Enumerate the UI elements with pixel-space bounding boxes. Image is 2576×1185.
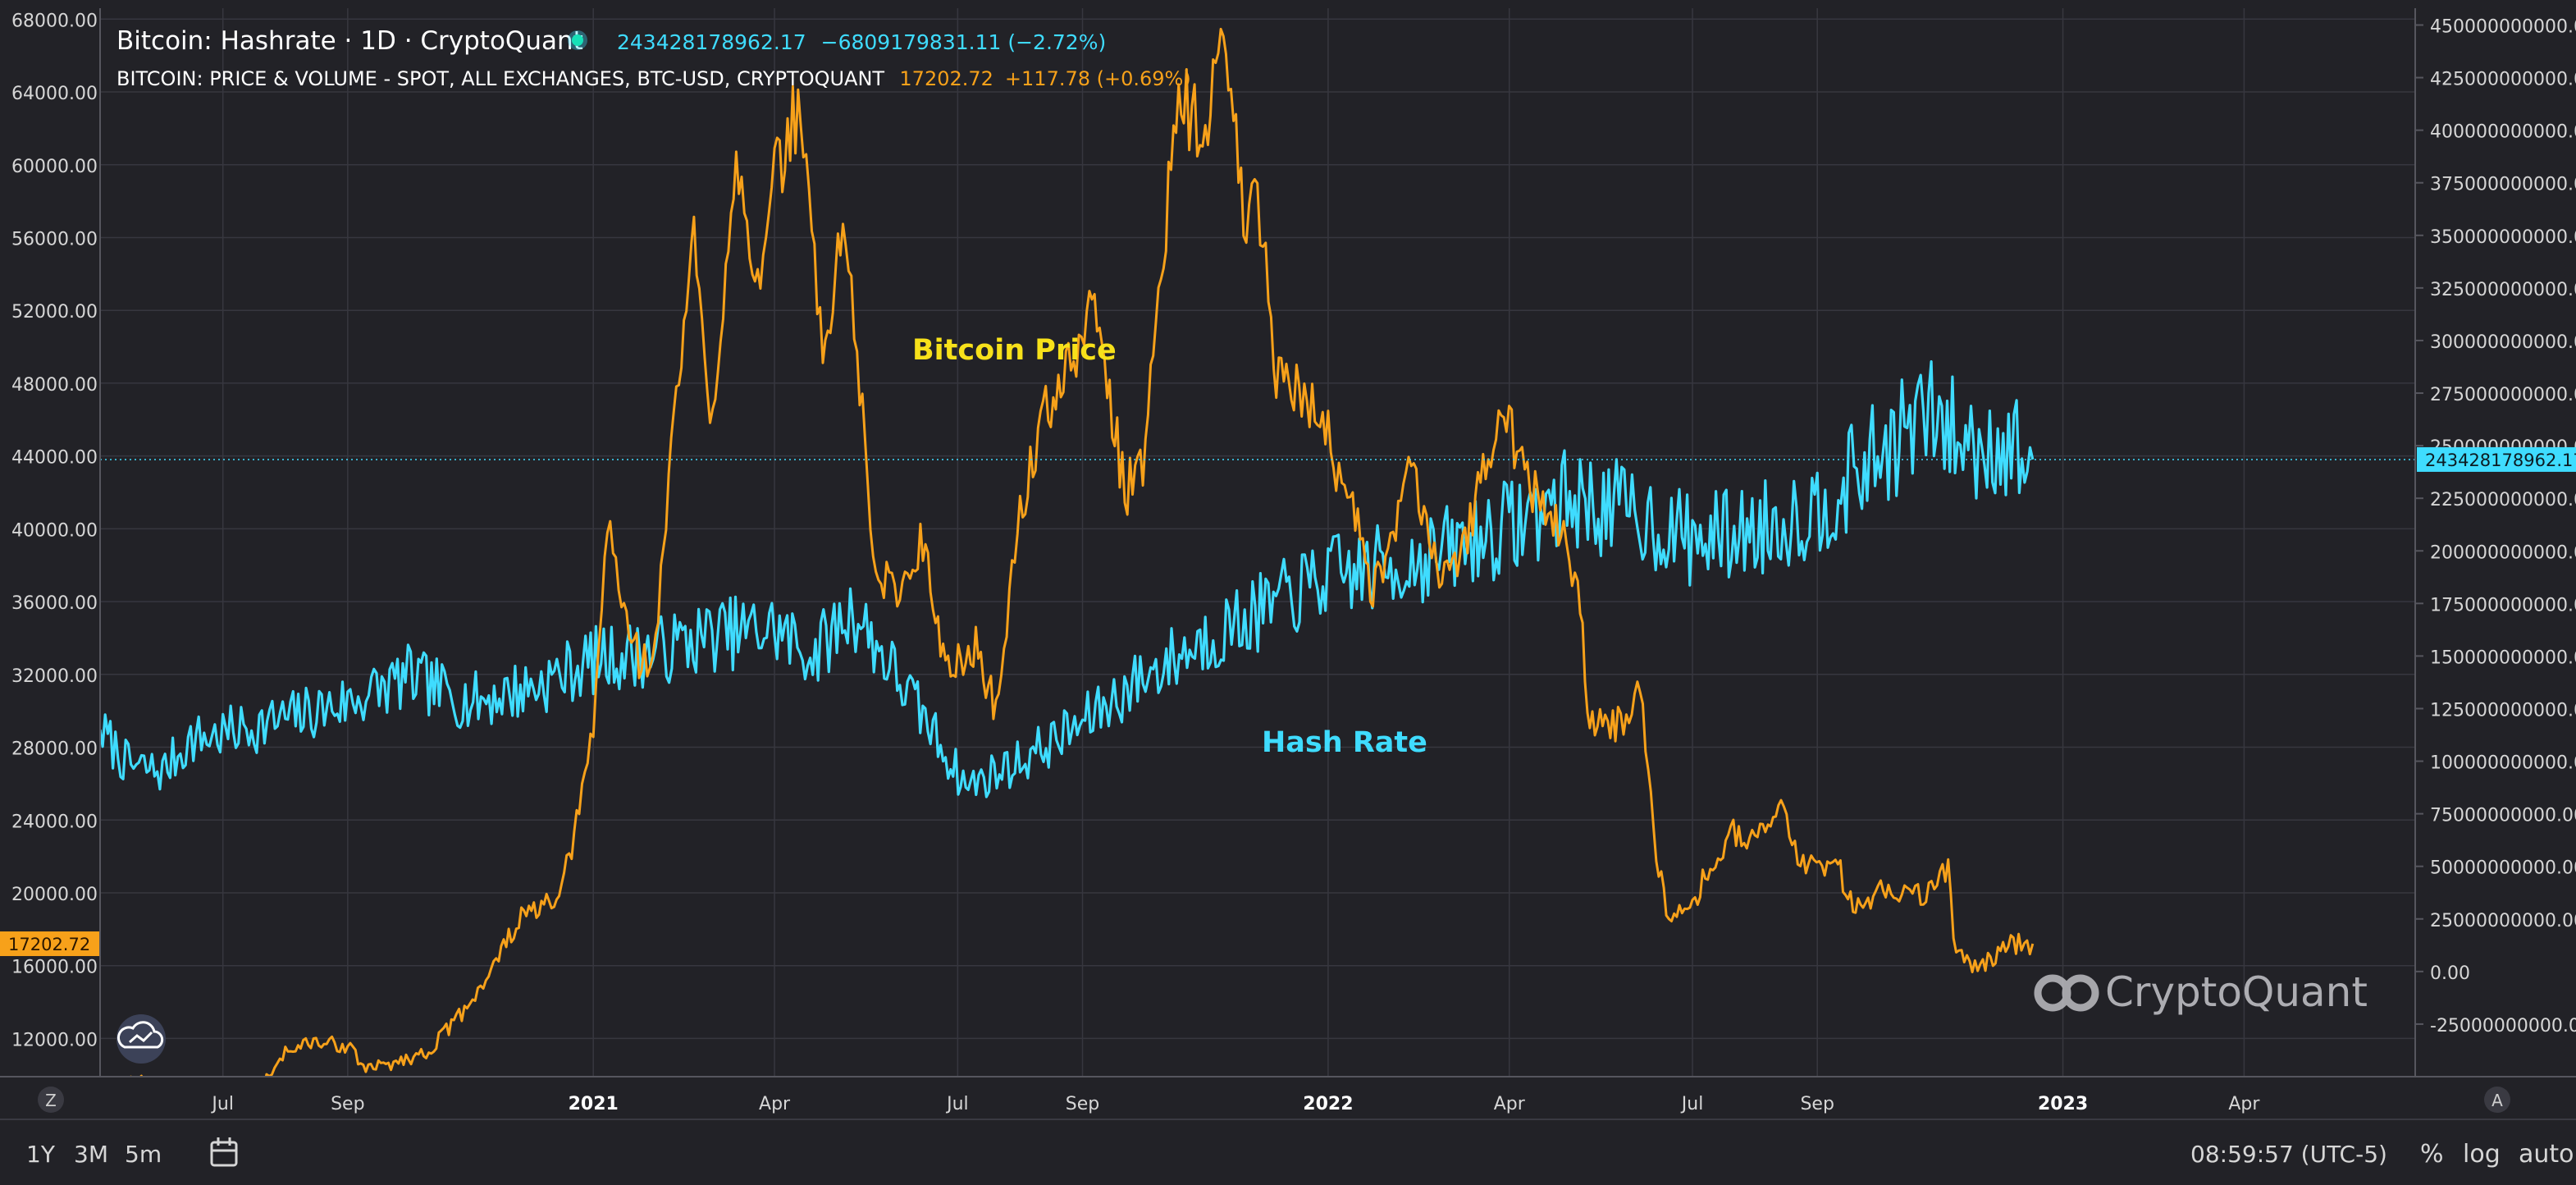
log-scale-button[interactable]: log xyxy=(2463,1140,2501,1169)
current-value-badges: 243428178962.17 17202.72 xyxy=(0,446,2576,957)
left-scale-label: Z xyxy=(45,1091,57,1110)
auto-scale-button[interactable]: auto xyxy=(2519,1140,2574,1169)
x-tick-label: Jul xyxy=(1680,1094,1704,1114)
x-tick-label: Apr xyxy=(1494,1094,1526,1114)
price-current-badge: 17202.72 xyxy=(0,931,99,957)
left-tick-label: 68000.00 xyxy=(11,11,98,31)
right-tick-label: 100000000000.00 xyxy=(2430,753,2576,774)
right-tick-label: 150000000000.00 xyxy=(2430,647,2576,668)
left-tick-label: 16000.00 xyxy=(11,958,98,978)
range-button-3m[interactable]: 3M xyxy=(74,1141,108,1168)
hashrate-change: −6809179831.11 (−2.72%) xyxy=(821,30,1107,54)
x-tick-label: Jul xyxy=(945,1094,969,1114)
left-tick-label: 40000.00 xyxy=(11,520,98,541)
chart-title: Bitcoin: Hashrate · 1D · CryptoQuant xyxy=(116,26,583,56)
trend-icon xyxy=(129,1031,153,1044)
right-tick-label: 450000000000.00 xyxy=(2430,17,2576,38)
left-tick-label: 52000.00 xyxy=(11,302,98,323)
left-tick-label: 24000.00 xyxy=(11,812,98,832)
right-tick-label: 200000000000.00 xyxy=(2430,542,2576,563)
right-tick-label: 125000000000.00 xyxy=(2430,700,2576,721)
left-tick-label: 32000.00 xyxy=(11,666,98,687)
right-tick-label: 300000000000.00 xyxy=(2430,332,2576,353)
price-series-line xyxy=(130,27,2035,1077)
calendar-icon[interactable] xyxy=(210,1137,238,1167)
price-value: 17202.72 xyxy=(899,67,993,90)
right-tick-label: 425000000000.00 xyxy=(2430,70,2576,90)
right-tick-label: 0.00 xyxy=(2430,963,2470,984)
price-badge-label: 17202.72 xyxy=(8,935,90,954)
cloud-icon xyxy=(116,1021,164,1049)
right-tick-label: 75000000000.00 xyxy=(2430,806,2576,826)
percent-scale-button[interactable]: % xyxy=(2420,1140,2444,1169)
x-axis: Jul Sep 2021 Apr Jul Sep 2022 Apr Jul Sep 2023 Apr xyxy=(210,1094,2260,1114)
x-tick-label: Apr xyxy=(759,1094,791,1114)
plot-area[interactable] xyxy=(100,27,2415,1094)
hash-rate-annotation: Hash Rate xyxy=(1262,726,1427,759)
left-tick-label: 64000.00 xyxy=(11,84,98,104)
x-tick-label: 2023 xyxy=(2038,1094,2088,1114)
right-tick-label: 25000000000.00 xyxy=(2430,911,2576,931)
left-tick-label: 20000.00 xyxy=(11,885,98,905)
right-scale-button[interactable]: A xyxy=(2484,1087,2510,1113)
right-tick-label: 175000000000.00 xyxy=(2430,595,2576,615)
bitcoin-price-annotation: Bitcoin Price xyxy=(912,334,1117,367)
right-tick-label: 375000000000.00 xyxy=(2430,175,2576,195)
live-dot-icon xyxy=(572,34,583,46)
left-tick-label: 44000.00 xyxy=(11,448,98,469)
price-series-title: BITCOIN: PRICE & VOLUME - SPOT, ALL EXCH… xyxy=(116,67,884,90)
x-tick-label: Jul xyxy=(210,1094,234,1114)
left-tick-label: 48000.00 xyxy=(11,375,98,396)
left-axis: 12000.00 16000.00 20000.00 24000.00 28000.00… xyxy=(11,11,98,1050)
grid xyxy=(100,8,2415,1077)
right-tick-label: 400000000000.00 xyxy=(2430,122,2576,143)
x-tick-label: Sep xyxy=(331,1094,364,1114)
hashrate-value: 243428178962.17 xyxy=(617,30,806,54)
right-tick-label: 50000000000.00 xyxy=(2430,858,2576,879)
x-tick-label: Sep xyxy=(1066,1094,1099,1114)
right-tick-label: 225000000000.00 xyxy=(2430,490,2576,510)
right-tick-label: 325000000000.00 xyxy=(2430,280,2576,300)
right-tick-label: 275000000000.00 xyxy=(2430,385,2576,405)
left-tick-label: 60000.00 xyxy=(11,157,98,177)
left-tick-label: 56000.00 xyxy=(11,229,98,249)
range-button-5m[interactable]: 5m xyxy=(125,1141,162,1168)
right-scale-label: A xyxy=(2492,1091,2503,1110)
price-change: +117.78 (+0.69%) xyxy=(1005,67,1191,90)
left-tick-label: 12000.00 xyxy=(11,1030,98,1050)
watermark-text: CryptoQuant xyxy=(2105,968,2368,1016)
left-tick-label: 28000.00 xyxy=(11,739,98,760)
x-tick-label: 2021 xyxy=(569,1094,619,1114)
right-tick-label: 350000000000.00 xyxy=(2430,227,2576,248)
hashrate-series-line xyxy=(100,360,2035,798)
clock-time: 08:59:57 (UTC-5) xyxy=(2190,1141,2387,1168)
x-tick-label: 2022 xyxy=(1303,1094,1353,1114)
cryptoquant-logo-icon xyxy=(2034,974,2099,1012)
left-tick-label: 36000.00 xyxy=(11,593,98,614)
range-button-1y[interactable]: 1Y xyxy=(26,1141,56,1168)
cloud-button[interactable] xyxy=(116,1014,166,1064)
x-tick-label: Apr xyxy=(2228,1094,2260,1114)
hashrate-current-badge: 243428178962.17 xyxy=(2417,446,2576,472)
x-tick-label: Sep xyxy=(1800,1094,1834,1114)
right-tick-label: -25000000000.00 xyxy=(2430,1016,2576,1036)
hashrate-badge-label: 243428178962.17 xyxy=(2425,451,2576,470)
left-scale-button[interactable]: Z xyxy=(38,1087,64,1113)
